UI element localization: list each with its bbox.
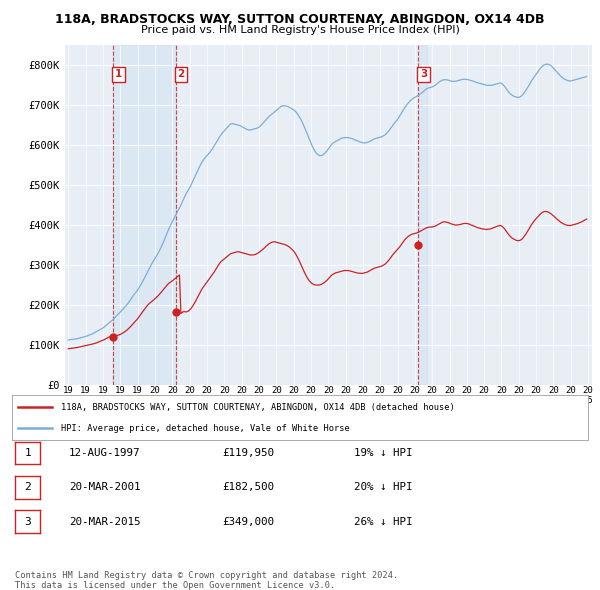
Text: 118A, BRADSTOCKS WAY, SUTTON COURTENAY, ABINGDON, OX14 4DB: 118A, BRADSTOCKS WAY, SUTTON COURTENAY, … [55,13,545,26]
Text: Price paid vs. HM Land Registry's House Price Index (HPI): Price paid vs. HM Land Registry's House … [140,25,460,35]
Text: 2: 2 [24,483,31,492]
Text: 19% ↓ HPI: 19% ↓ HPI [354,448,413,458]
Bar [418,45,427,385]
Text: £119,950: £119,950 [222,448,274,458]
Text: 20% ↓ HPI: 20% ↓ HPI [354,483,413,492]
Text: 3: 3 [24,517,31,526]
Text: Contains HM Land Registry data © Crown copyright and database right 2024.
This d: Contains HM Land Registry data © Crown c… [15,571,398,590]
Text: £349,000: £349,000 [222,517,274,526]
Text: 26% ↓ HPI: 26% ↓ HPI [354,517,413,526]
Text: 1: 1 [115,69,122,79]
Bar [113,45,176,385]
Text: £182,500: £182,500 [222,483,274,492]
Text: 12-AUG-1997: 12-AUG-1997 [69,448,140,458]
Text: 20-MAR-2015: 20-MAR-2015 [69,517,140,526]
Text: 20-MAR-2001: 20-MAR-2001 [69,483,140,492]
Text: 1: 1 [24,448,31,458]
Text: 118A, BRADSTOCKS WAY, SUTTON COURTENAY, ABINGDON, OX14 4DB (detached house): 118A, BRADSTOCKS WAY, SUTTON COURTENAY, … [61,403,455,412]
Text: 2: 2 [178,69,185,79]
Text: HPI: Average price, detached house, Vale of White Horse: HPI: Average price, detached house, Vale… [61,424,350,433]
Text: 3: 3 [420,69,427,79]
